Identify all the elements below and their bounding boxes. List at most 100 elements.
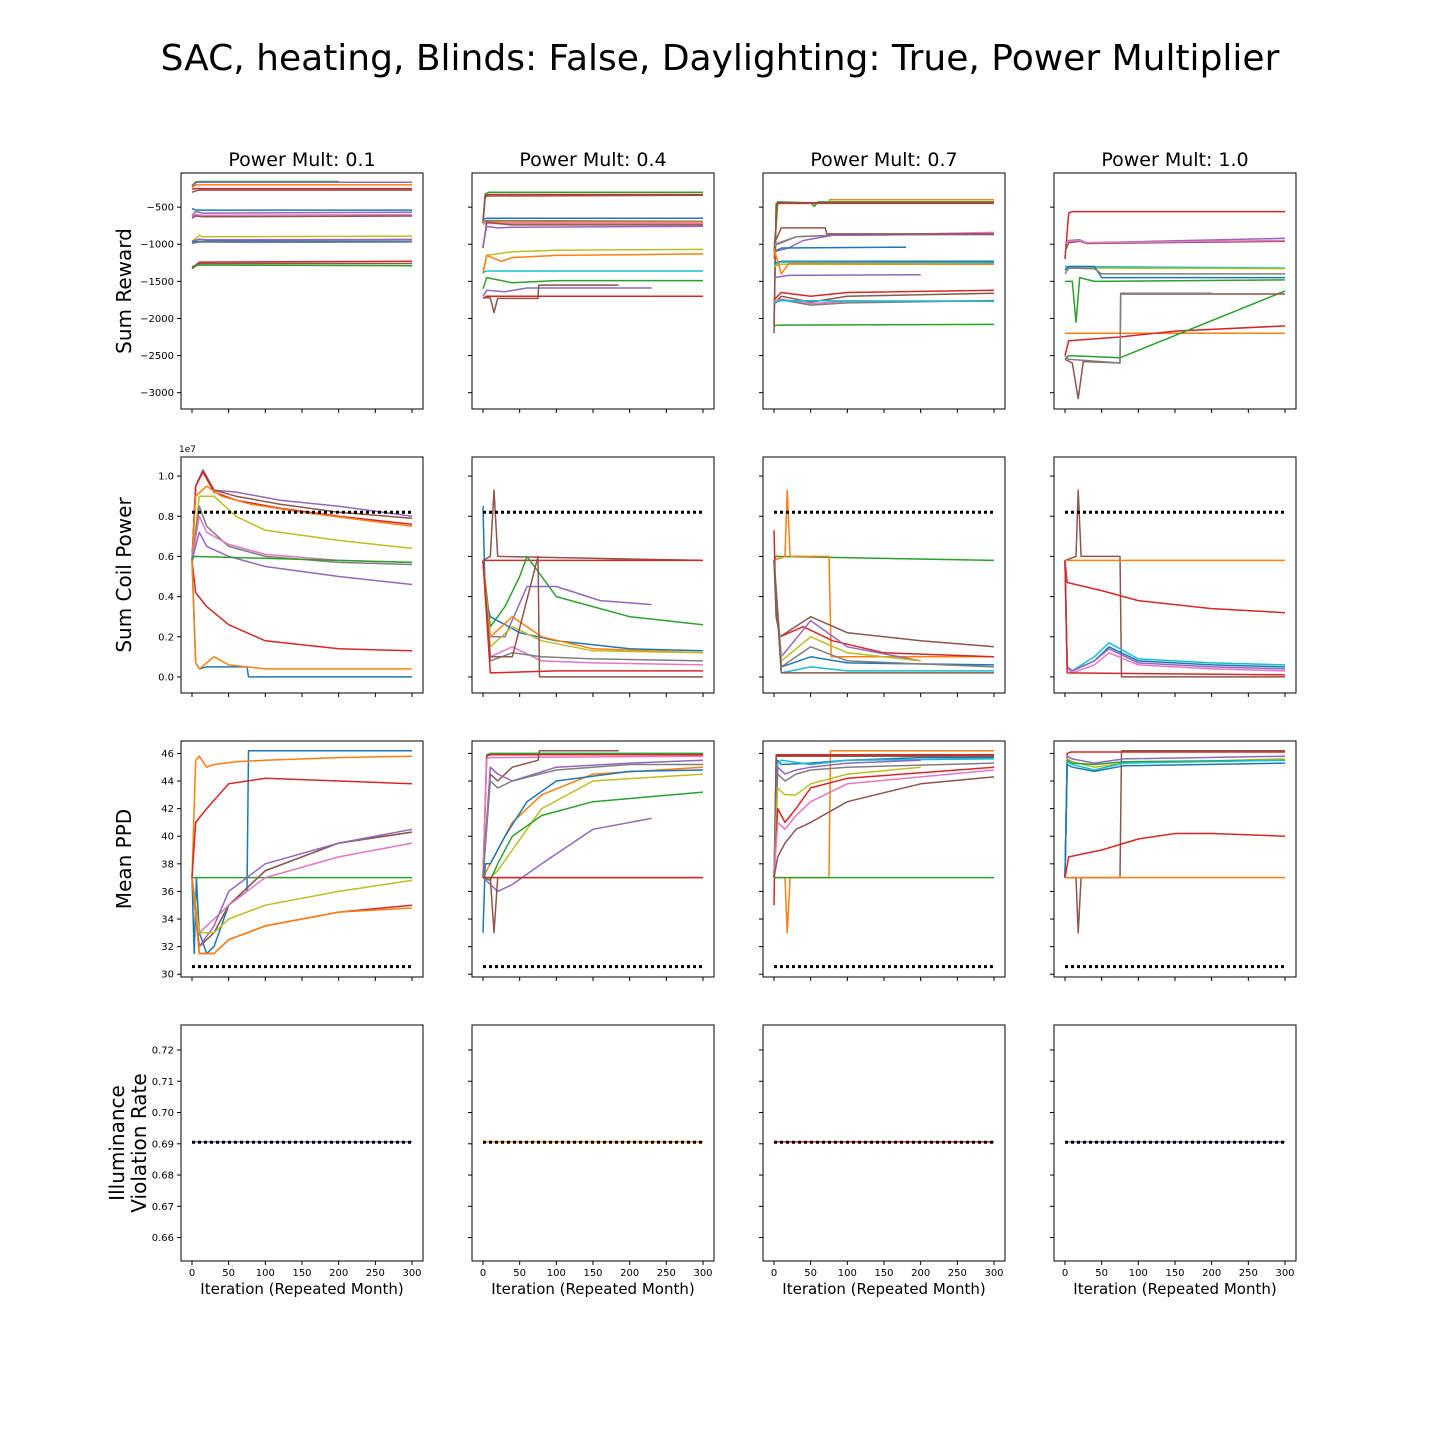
row-ylabel: Mean PPD (112, 809, 136, 909)
x-axis-label: Iteration (Repeated Month) (1073, 1280, 1276, 1298)
series-line (482, 769, 704, 933)
series-line (191, 187, 412, 191)
chart-panel (468, 740, 715, 981)
series-line (773, 759, 921, 878)
series-line (1065, 276, 1286, 323)
series-line (1064, 267, 1285, 275)
x-tick-label: 0 (1062, 1268, 1068, 1279)
y-tick-label: −2000 (140, 314, 174, 325)
series-line (1064, 267, 1286, 270)
y-tick-label: 0.71 (152, 1077, 174, 1088)
y-tick-label: 0.2 (158, 632, 174, 643)
panel-grid: Sum Reward −500 −1000 −1500 −2000 −2500 −3000 P… (105, 149, 1297, 1298)
series-line (1064, 832, 1286, 878)
x-tick-label: 50 (1095, 1268, 1108, 1279)
y-tick-label: −3000 (140, 388, 174, 399)
x-tick-label: 50 (222, 1268, 235, 1279)
series-line (773, 227, 994, 245)
series-line (191, 264, 413, 268)
row-ylabel: Violation Rate (127, 1073, 151, 1212)
y-tick-label: −1500 (140, 277, 174, 288)
plot-area (1064, 210, 1286, 400)
y-tick-label: −2500 (140, 351, 174, 362)
x-tick-label: 100 (256, 1268, 275, 1279)
panel-title: Power Mult: 1.0 (1101, 149, 1248, 171)
series-line (1064, 489, 1285, 678)
x-tick-label: 150 (292, 1268, 311, 1279)
series-line (191, 495, 413, 561)
series-line (191, 555, 413, 564)
series-line (1064, 762, 1286, 878)
series-line (773, 560, 995, 648)
x-tick-label: 250 (657, 1268, 676, 1279)
series-line (482, 287, 652, 297)
x-tick-label: 200 (620, 1268, 639, 1279)
panel-title: Power Mult: 0.1 (228, 149, 375, 171)
series-line (773, 247, 995, 275)
series-line (482, 276, 703, 290)
x-tick-label: 300 (402, 1268, 421, 1279)
series-line (191, 210, 413, 217)
x-tick-label: 0 (480, 1268, 486, 1279)
y-tick-label: 36 (161, 887, 174, 898)
y-tick-label: 34 (161, 915, 174, 926)
series-line (191, 213, 413, 219)
x-tick-label: 250 (948, 1268, 967, 1279)
series-line (773, 260, 994, 264)
series-line (483, 284, 619, 314)
y-tick-label: 0.72 (152, 1046, 174, 1057)
series-line (482, 755, 704, 878)
y-tick-label: 30 (161, 970, 174, 981)
series-line (191, 207, 412, 211)
plot-area (482, 749, 704, 969)
series-line (482, 222, 703, 225)
x-tick-label: 100 (838, 1268, 857, 1279)
plot-area (482, 191, 704, 314)
y-tick-label: 0.67 (152, 1202, 174, 1213)
row-ylabel: Sum Reward (112, 228, 136, 354)
series-line (191, 560, 412, 670)
y-tick-label: 40 (161, 832, 174, 843)
series-line (191, 238, 413, 243)
series-line (482, 270, 703, 274)
series-line (773, 560, 994, 674)
series-line (191, 505, 413, 566)
y-tick-label: 0.8 (158, 512, 174, 523)
chart-panel: −500 −1000 −1500 −2000 −2500 −3000 Power Mult:… (140, 149, 424, 413)
y-tick-label: 32 (161, 942, 174, 953)
plot-area (191, 180, 413, 270)
series-line (773, 755, 994, 878)
series-line (773, 756, 994, 878)
y-tick-label: 0.0 (158, 672, 174, 683)
y-offset-label: 1e7 (179, 445, 196, 455)
series-line (773, 762, 995, 878)
series-line (773, 202, 994, 334)
y-tick-label: 0.4 (158, 592, 174, 603)
chart-panel (1050, 456, 1297, 697)
series-line (482, 194, 704, 224)
x-tick-label: 0 (771, 1268, 777, 1279)
series-line (482, 217, 703, 220)
y-tick-label: −500 (147, 203, 174, 214)
y-tick-label: 46 (161, 749, 174, 760)
x-tick-label: 50 (804, 1268, 817, 1279)
series-line (482, 253, 704, 273)
y-tick-label: 44 (161, 777, 174, 788)
y-tick-label: 0.66 (152, 1233, 174, 1244)
series-line (773, 261, 995, 266)
x-tick-label: 150 (583, 1268, 602, 1279)
series-line (482, 295, 703, 300)
y-tick-label: −1000 (140, 240, 174, 251)
x-tick-label: 150 (874, 1268, 893, 1279)
x-tick-label: 100 (1129, 1268, 1148, 1279)
chart-panel (759, 456, 1006, 697)
series-line (1064, 210, 1285, 260)
series-line (773, 246, 907, 253)
series-line (482, 489, 704, 562)
series-line (191, 531, 413, 586)
y-tick-label: 0.70 (152, 1108, 174, 1119)
panel-title: Power Mult: 0.4 (519, 149, 666, 171)
